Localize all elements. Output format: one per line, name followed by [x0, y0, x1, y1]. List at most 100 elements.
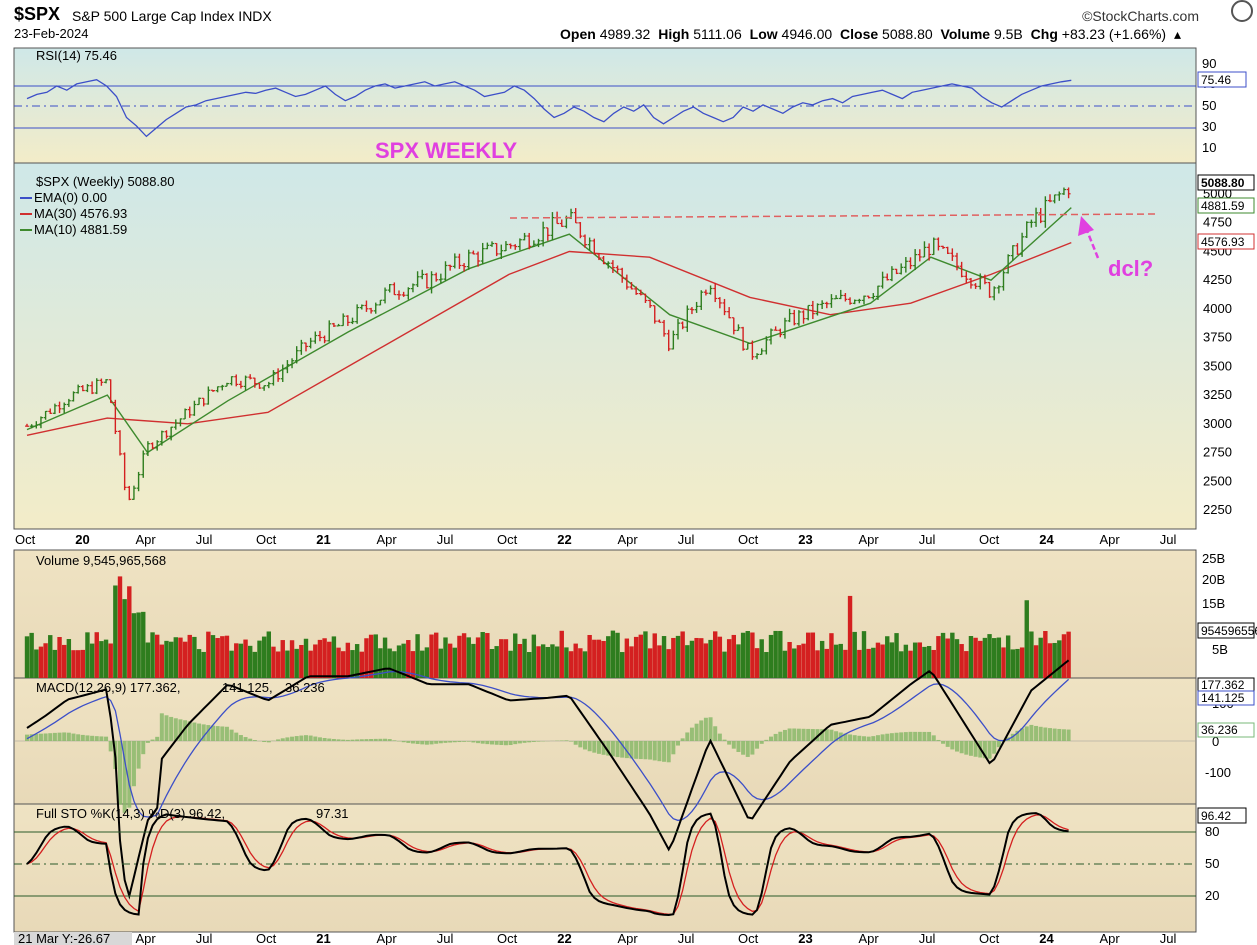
low-label: Low	[749, 26, 778, 42]
chg-dropdown-icon[interactable]: ▴	[1173, 26, 1181, 42]
rsi-tick: 50	[1202, 98, 1216, 113]
sto-panel	[13, 803, 1197, 933]
symbol-title: $SPX	[14, 4, 61, 24]
volume-bar	[103, 639, 109, 678]
volume-bar	[466, 637, 471, 678]
corner-note-box	[14, 932, 132, 945]
macd-hist-bar	[517, 741, 522, 744]
chg-value: +83.23 (+1.66%)	[1061, 26, 1167, 42]
settings-icon[interactable]	[1231, 0, 1253, 22]
volume-bar	[224, 635, 230, 678]
macd-hist-bar	[536, 741, 541, 742]
macd-hist-bar	[955, 741, 959, 752]
volume-bar	[987, 634, 992, 678]
volume-bar	[1061, 634, 1067, 678]
macd-hist-tag: 36.236	[1201, 723, 1238, 737]
volume-bar	[717, 636, 723, 678]
x-tick: 24	[1039, 532, 1054, 547]
macd-hist-bar	[1052, 728, 1057, 741]
brand-watermark[interactable]: ©StockCharts.com	[1082, 8, 1199, 24]
macd-hist-bar	[759, 741, 764, 744]
volume-bar	[359, 651, 364, 678]
volume-bar	[48, 635, 53, 678]
macd-signal-text: 141.125,	[222, 680, 273, 695]
macd-hist-bar	[736, 741, 741, 752]
macd-hist-bar	[889, 733, 894, 741]
volume-bar	[350, 650, 355, 678]
macd-hist-bar	[197, 723, 202, 741]
macd-hist-bar	[713, 726, 718, 741]
macd-hist-text: 36.236	[285, 680, 325, 695]
volume-bar	[922, 646, 927, 678]
corner-note: 21 Mar Y:-26.67	[18, 931, 110, 945]
volume-bar	[517, 644, 523, 678]
macd-hist-bar	[973, 741, 978, 757]
volume-bar	[708, 639, 713, 678]
macd-hist-bar	[671, 741, 676, 755]
macd-hist-bar	[764, 739, 769, 741]
macd-hist-bar	[462, 741, 467, 742]
macd-axis: 100 0 -100	[1205, 696, 1234, 780]
volume-bar	[722, 651, 727, 678]
volume-bars	[24, 576, 1071, 678]
volume-bar	[71, 650, 76, 678]
macd-hist-bar	[913, 731, 918, 741]
volume-bar	[438, 648, 444, 678]
volume-bar	[122, 599, 127, 678]
macd-hist-bar	[908, 731, 913, 741]
macd-hist-bar	[945, 741, 950, 747]
macd-hist-bar	[187, 721, 192, 741]
price-tick: 4750	[1203, 215, 1232, 230]
macd-hist-bar	[694, 723, 699, 741]
volume-bar	[308, 650, 313, 678]
macd-hist-bar	[238, 735, 243, 741]
volume-bar	[243, 639, 248, 678]
macd-hist-bar	[336, 739, 341, 741]
macd-hist-bar	[248, 738, 253, 741]
volume-bar	[522, 638, 527, 678]
macd-hist-bar	[173, 718, 178, 741]
macd-hist-bar	[559, 740, 564, 741]
volume-bar	[666, 649, 671, 678]
volume-bar	[336, 647, 341, 678]
macd-hist-bar	[331, 738, 336, 741]
macd-hist-bar	[304, 735, 308, 741]
rsi-axis: 90 70 50 30 10	[1202, 56, 1216, 155]
volume-bar	[964, 651, 969, 678]
volume-bar	[187, 634, 192, 678]
dcl-arrow-head	[1078, 216, 1094, 236]
volume-bar	[1001, 647, 1006, 678]
x-tick-bottom: Oct	[979, 931, 1000, 945]
macd-hist-bar	[1029, 724, 1034, 741]
sto-label-text: Full STO %K(14,3) %D(3) 96.42,	[36, 806, 225, 821]
volume-bar	[1015, 648, 1020, 678]
volume-bar	[587, 634, 592, 678]
volume-bar	[931, 649, 936, 678]
volume-bar	[578, 648, 583, 678]
x-tick-bottom: Jul	[196, 931, 213, 945]
macd-hist-bar	[769, 736, 773, 741]
volume-bar	[764, 652, 769, 678]
macd-hist-bar	[364, 739, 369, 741]
volume-bar	[806, 632, 811, 678]
volume-bar	[294, 648, 299, 678]
macd-hist-bar	[224, 726, 229, 741]
price-label: $SPX (Weekly) 5088.80	[36, 174, 175, 189]
x-tick: Jul	[919, 532, 936, 547]
volume-bar	[62, 644, 67, 678]
macd-hist-bar	[85, 735, 90, 741]
price-tick: 2500	[1203, 473, 1232, 488]
x-tick-bottom: 24	[1039, 931, 1054, 945]
volume-bar	[410, 651, 416, 678]
volume-bar	[457, 635, 462, 678]
volume-bar	[1038, 637, 1043, 678]
macd-hist-bar	[927, 731, 932, 741]
volume-bar	[364, 638, 369, 678]
macd-hist-bar	[894, 732, 899, 741]
macd-hist-bar	[52, 732, 57, 741]
volume-bar	[801, 643, 806, 678]
macd-hist-bar	[503, 741, 508, 746]
macd-hist-bar	[448, 741, 453, 743]
x-tick-bottom: Jul	[437, 931, 454, 945]
macd-hist-bar	[104, 736, 109, 741]
